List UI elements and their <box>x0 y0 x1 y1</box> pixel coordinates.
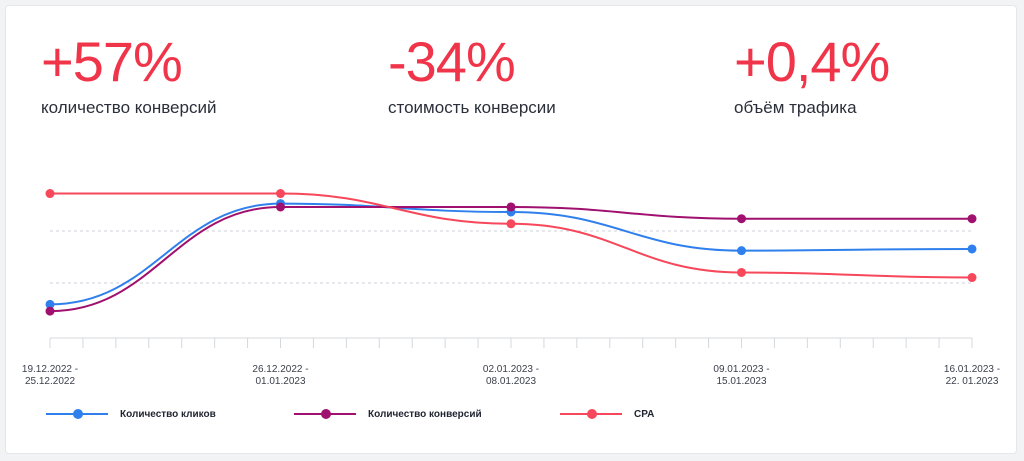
data-point <box>967 244 977 254</box>
data-point <box>737 246 746 256</box>
x-tick-label: 09.01.2023 -15.01.2023 <box>713 364 769 387</box>
x-tick-label: 19.12.2022 -25.12.2022 <box>22 364 78 387</box>
data-point <box>506 202 516 212</box>
legend-label: CPA <box>634 408 655 420</box>
kpi-traffic-volume: +0,4% объём трафика <box>734 30 890 118</box>
legend-label: Количество кликов <box>120 408 216 420</box>
kpi-conversions-count: +57% количество конверсий <box>41 32 216 118</box>
data-point <box>506 219 516 229</box>
legend-swatch <box>560 406 622 422</box>
data-point <box>737 214 746 224</box>
data-point <box>967 214 977 224</box>
data-point <box>45 189 55 199</box>
legend-swatch <box>46 406 108 422</box>
kpi-value: +0,4% <box>734 30 890 93</box>
legend-item-clicks: Количество кликов <box>46 404 216 424</box>
legend-item-conversions: Количество конверсий <box>294 404 482 424</box>
data-point <box>45 299 55 309</box>
kpi-label: стоимость конверсии <box>388 98 556 117</box>
legend-swatch <box>294 406 356 422</box>
data-point <box>967 273 977 283</box>
x-tick-label: 26.12.2022 -01.01.2023 <box>252 364 308 387</box>
kpi-label: количество конверсий <box>41 98 217 117</box>
data-point <box>276 202 285 212</box>
legend-label: Количество конверсий <box>368 408 482 420</box>
data-point <box>737 267 746 277</box>
kpi-value: -34% <box>388 30 516 93</box>
legend-item-cpa: CPA <box>560 404 654 424</box>
chart-card <box>5 5 1017 454</box>
kpi-label: объём трафика <box>734 98 857 117</box>
x-tick-label: 16.01.2023 -22. 01.2023 <box>944 364 1000 387</box>
x-tick-label: 02.01.2023 -08.01.2023 <box>483 364 539 387</box>
data-point <box>45 306 55 316</box>
kpi-conversion-cost: -34% стоимость конверсии <box>388 32 556 118</box>
kpi-value: +57% <box>41 30 183 93</box>
data-point <box>276 189 285 199</box>
